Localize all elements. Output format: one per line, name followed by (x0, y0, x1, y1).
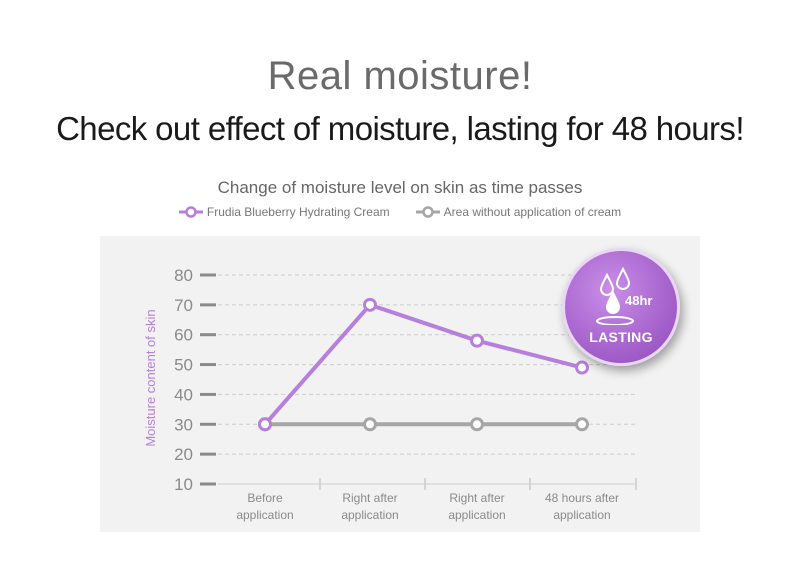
x-tick-label: application (448, 508, 505, 522)
x-tick-label: 48 hours after (545, 491, 619, 505)
y-tick-label: 30 (174, 415, 193, 434)
legend-label-cream: Frudia Blueberry Hydrating Cream (206, 205, 390, 219)
data-point-cream (363, 297, 377, 312)
data-point-control (363, 417, 377, 432)
data-point-cream (470, 333, 484, 348)
water-drops-icon (596, 266, 634, 325)
badge-hours: 48hr (625, 293, 653, 308)
x-tick-label: application (341, 508, 398, 522)
page-title: Real moisture! (267, 54, 533, 98)
y-tick-label: 50 (174, 356, 193, 375)
page-subtitle: Check out effect of moisture, lasting fo… (56, 110, 744, 147)
lasting-badge: 48hr LASTING (562, 248, 680, 366)
legend-item-control: Area without application of cream (415, 205, 622, 219)
y-tick-label: 10 (174, 475, 193, 494)
series-line-cream (263, 302, 583, 426)
y-tick-label: 80 (174, 266, 193, 285)
y-tick-label: 40 (174, 385, 193, 404)
x-tick-label: Before (247, 491, 283, 505)
legend-label-control: Area without application of cream (443, 205, 622, 219)
y-axis-label: Moisture content of skin (143, 309, 158, 446)
y-tick-label: 20 (174, 445, 193, 464)
legend-marker-cream-icon (178, 206, 203, 218)
legend-item-cream: Frudia Blueberry Hydrating Cream (178, 205, 390, 219)
data-point-control (575, 417, 589, 432)
x-tick-label: Right after (449, 491, 504, 505)
chart-title: Change of moisture level on skin as time… (217, 178, 583, 197)
chart-legend: Frudia Blueberry Hydrating Cream Area wi… (0, 205, 800, 219)
data-point-cream (258, 417, 272, 432)
y-tick-label: 60 (174, 326, 193, 345)
x-tick-label: application (553, 508, 610, 522)
data-point-control (470, 417, 484, 432)
x-tick-label: application (236, 508, 293, 522)
data-point-cream (575, 360, 589, 375)
y-tick-label: 70 (174, 296, 193, 315)
legend-marker-control-icon (415, 206, 440, 218)
x-tick-label: Right after (342, 491, 397, 505)
badge-label: LASTING (589, 329, 653, 345)
